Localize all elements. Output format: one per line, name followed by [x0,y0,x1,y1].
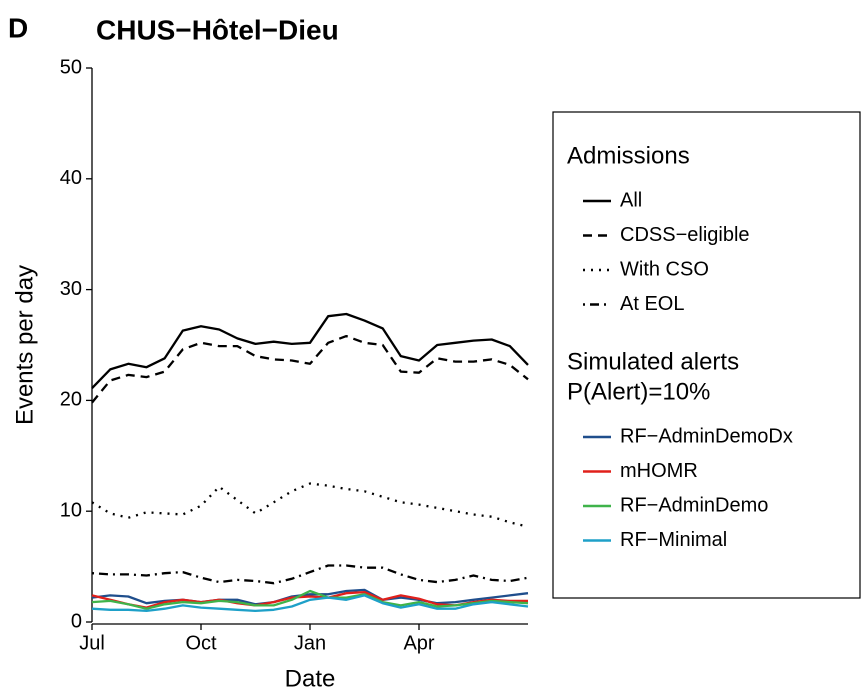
series-line [91,312,529,389]
legend-label: CDSS−eligible [620,224,750,246]
legend-box [552,111,861,599]
legend-label: RF−Minimal [620,529,727,551]
x-tick-label: Jan [294,632,326,654]
series-line [91,564,529,585]
legend-title: Simulated alerts [567,348,739,375]
legend-label: RF−AdminDemo [620,494,768,516]
chart-title: CHUS−Hôtel−Dieu [96,14,339,45]
legend-label: RF−AdminDemoDx [620,425,793,447]
legend-title: P(Alert)=10% [567,378,710,405]
y-axis-title: Events per day [11,265,38,425]
legend-label: mHOMR [620,460,698,482]
series-line [91,589,529,610]
legend-title: Admissions [567,142,690,169]
legend-label: At EOL [620,293,684,315]
x-tick-label: Jul [79,632,105,654]
series-line [91,594,529,613]
series-line [91,334,529,404]
legend-label: With CSO [620,258,709,280]
series-line [91,482,529,528]
y-tick-label: 30 [60,278,82,300]
x-axis-title: Date [285,665,336,692]
x-tick-label: Apr [403,632,434,654]
legend-label: All [620,189,642,211]
x-tick-label: Oct [185,632,217,654]
y-tick-label: 20 [60,389,82,411]
panel-label: D [8,12,28,43]
series-line [91,588,529,606]
y-tick-label: 40 [60,167,82,189]
y-tick-label: 0 [71,610,82,632]
y-tick-label: 50 [60,56,82,78]
y-tick-label: 10 [60,499,82,521]
